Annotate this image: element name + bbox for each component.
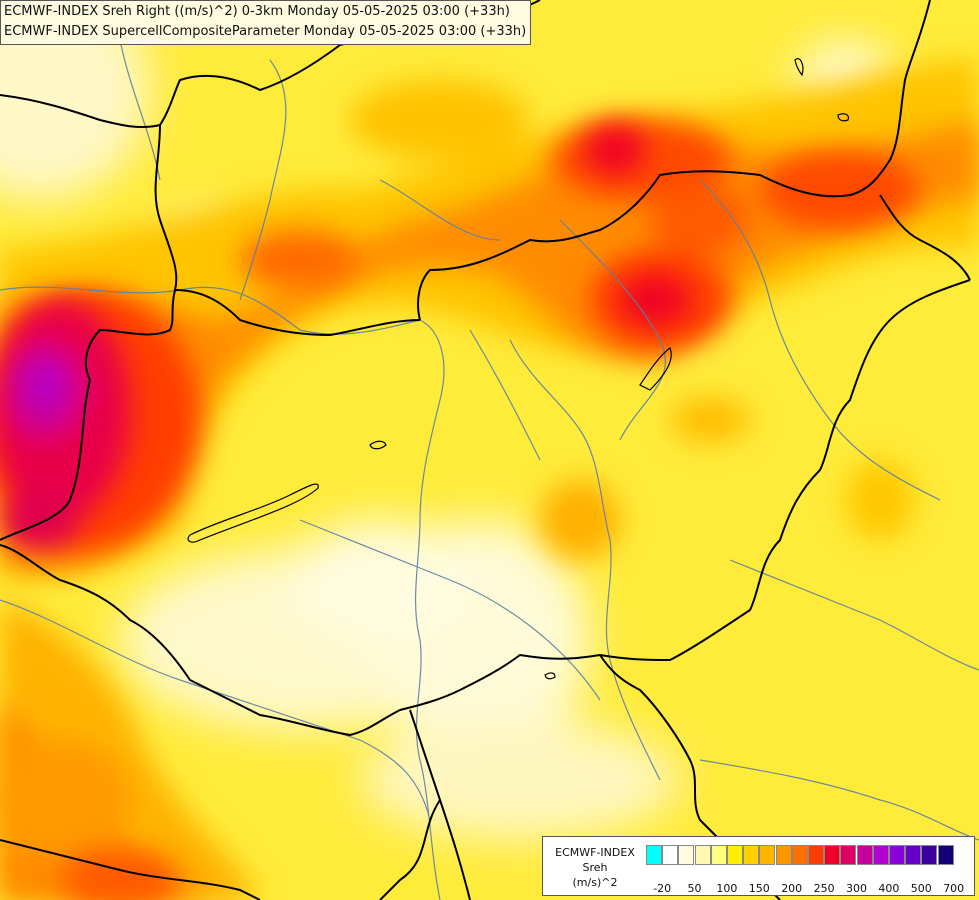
rivers [0,39,979,900]
lakes [187,58,850,680]
legend-swatch [856,845,873,865]
legend-swatch [872,845,889,865]
legend-swatch [791,845,808,865]
legend-tick-label: 100 [716,882,738,895]
legend-swatch [824,845,841,865]
legend-tick-label: 400 [878,882,900,895]
header-sreh-line: ECMWF-INDEX Sreh Right ((m/s)^2) 0-3km M… [4,4,510,19]
legend-swatch [905,845,922,865]
legend-title-line2: Sreh [582,861,608,874]
legend-swatch [808,845,824,865]
legend-title-line1: ECMWF-INDEX [555,846,635,859]
legend-swatch [646,845,662,865]
legend-swatch [937,845,954,865]
legend-swatch [743,845,760,865]
legend-tick-label: 300 [846,882,867,895]
legend-swatch [889,845,905,865]
legend-tick-label: 50 [687,882,702,895]
legend-tick-label: 150 [748,882,770,895]
legend-swatch [840,845,857,865]
legend-swatch [662,845,679,865]
legend-swatch [921,845,938,865]
legend-tick-label: 250 [813,882,835,895]
legend-swatch [775,845,792,865]
legend-tick-label: -20 [653,882,672,895]
legend-tick-label: 700 [943,882,965,895]
legend-swatch [727,845,743,865]
legend-tick-label: 500 [910,882,932,895]
legend-swatch [759,845,776,865]
color-legend: ECMWF-INDEX Sreh (m/s)^2 -20 50 100 150 200 2… [542,836,975,896]
legend-swatch [694,845,711,865]
legend-tick-label: 200 [781,882,803,895]
legend-title: ECMWF-INDEX Sreh (m/s)^2 [547,845,643,890]
header-scp-line: ECMWF-INDEX SupercellCompositeParameter … [4,24,527,39]
map-header: ECMWF-INDEX Sreh Right ((m/s)^2) 0-3km M… [0,0,532,45]
field-extreme-values [0,125,690,550]
legend-swatch [678,845,695,865]
legend-title-line3: (m/s)^2 [572,876,618,889]
legend-swatch [710,845,727,865]
